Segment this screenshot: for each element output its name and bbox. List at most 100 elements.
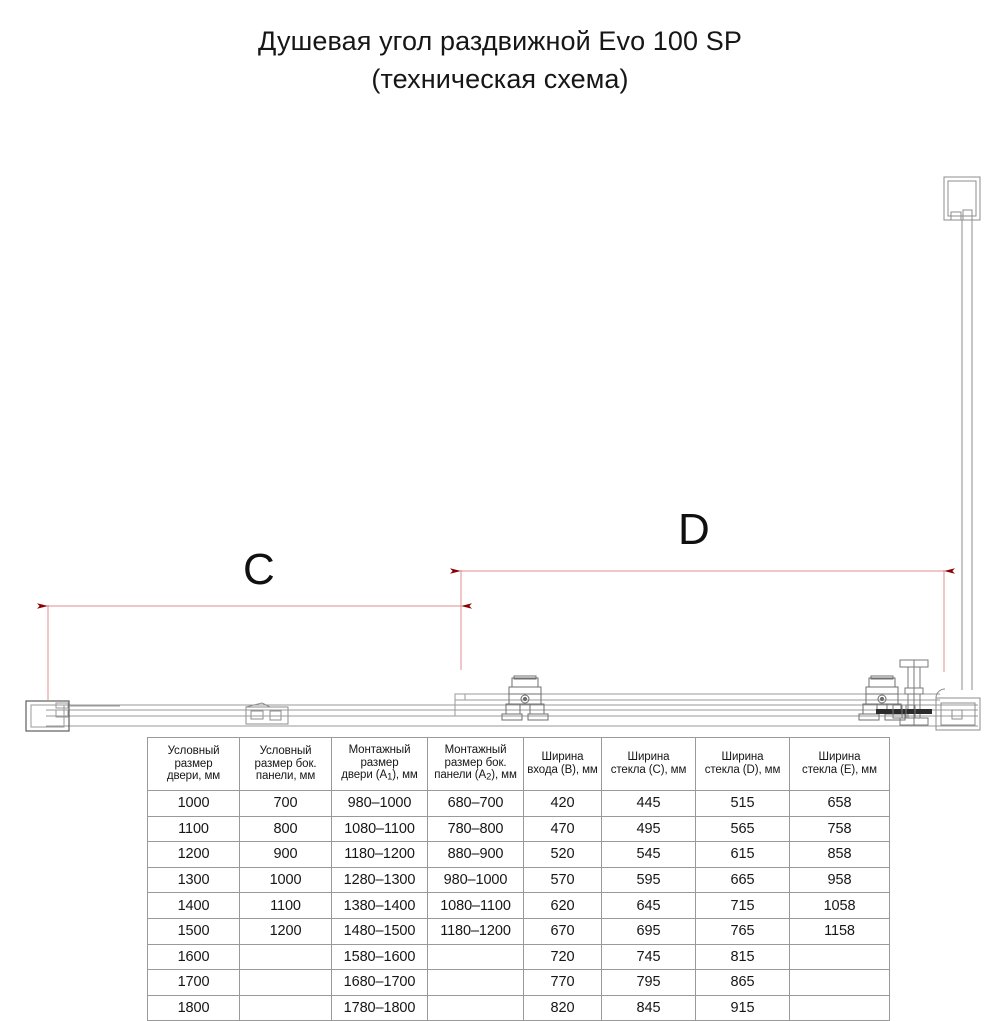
- right-end-profile: [935, 688, 981, 731]
- left-end-profile: [25, 700, 70, 732]
- track-step-joint: [120, 693, 500, 717]
- table-cell: 915: [695, 994, 790, 1021]
- table-cell: 658: [789, 790, 890, 817]
- table-cell: 545: [601, 841, 696, 868]
- table-cell: 700: [239, 790, 332, 817]
- table-cell: 858: [789, 841, 890, 868]
- table-cell: 615: [695, 841, 790, 868]
- table-cell: 900: [239, 841, 332, 868]
- table-cell: 565: [695, 815, 790, 843]
- table-cell: 1000: [239, 866, 332, 894]
- table-cell: 570: [523, 866, 602, 894]
- table-cell: 765: [695, 917, 790, 945]
- table-cell: 1000: [147, 790, 240, 817]
- table-cell: 495: [601, 815, 696, 843]
- table-cell: [239, 994, 332, 1021]
- table-row: 1500 1200 1480–1500 1180–1200 670 695 765 1158: [147, 917, 890, 945]
- table-cell: 665: [695, 866, 790, 894]
- table-cell: [789, 994, 890, 1021]
- table-cell: [427, 969, 524, 996]
- page-title-line-2: (техническая схема): [371, 64, 629, 94]
- table-cell: 420: [523, 790, 602, 817]
- table-cell: 958: [789, 866, 890, 894]
- table-cell: 815: [695, 943, 790, 971]
- dimension-label-c: C: [243, 545, 275, 594]
- table-cell: 1380–1400: [331, 892, 428, 919]
- table-cell: 770: [523, 969, 602, 996]
- table-row: 1800 1780–1800 820 845 915: [147, 994, 890, 1021]
- dimension-d: [450, 568, 955, 672]
- table-cell: 1680–1700: [331, 969, 428, 996]
- table-cell: 745: [601, 943, 696, 971]
- center-guide-detail: [245, 702, 289, 725]
- table-row: 1200 900 1180–1200 880–900 520 545 615 858: [147, 841, 890, 868]
- table-cell: 620: [523, 892, 602, 919]
- table-cell: 670: [523, 917, 602, 945]
- track-rail-assembly: [46, 693, 978, 727]
- table-cell: [789, 943, 890, 971]
- table-row: 1400 1100 1380–1400 1080–1100 620 645 715 1058: [147, 892, 890, 919]
- page-title-line-1: Душевая угол раздвижной Evo 100 SP: [258, 26, 742, 56]
- column-header-glass-width-d: Ширина стекла (D), мм: [695, 737, 790, 791]
- table-cell: 820: [523, 994, 602, 1021]
- table-cell: 1300: [147, 866, 240, 894]
- column-header-glass-width-e: Ширина стекла (E), мм: [789, 737, 890, 791]
- table-cell: [239, 969, 332, 996]
- table-cell: 515: [695, 790, 790, 817]
- table-cell: 1100: [239, 892, 332, 919]
- table-cell: 1200: [239, 917, 332, 945]
- table-cell: [427, 943, 524, 971]
- table-cell: 1600: [147, 943, 240, 971]
- table-cell: 1080–1100: [331, 815, 428, 843]
- table-cell: 1080–1100: [427, 892, 524, 919]
- table-row: 1600 1580–1600 720 745 815: [147, 943, 890, 971]
- table-cell: 1280–1300: [331, 866, 428, 894]
- table-cell: 720: [523, 943, 602, 971]
- table-cell: 1180–1200: [331, 841, 428, 868]
- table-cell: 1180–1200: [427, 917, 524, 945]
- specification-table: Условный размер двери, мм Условный разме…: [147, 737, 890, 1021]
- table-cell: 695: [601, 917, 696, 945]
- vertical-handle-bar: [899, 659, 929, 726]
- table-cell: 595: [601, 866, 696, 894]
- technical-drawing: C D: [25, 176, 981, 732]
- table-cell: 1800: [147, 994, 240, 1021]
- table-cell: 1480–1500: [331, 917, 428, 945]
- column-header-glass-width-c: Ширина стекла (C), мм: [601, 737, 696, 791]
- table-cell: 780–800: [427, 815, 524, 843]
- table-cell: 715: [695, 892, 790, 919]
- table-cell: 470: [523, 815, 602, 843]
- table-cell: 758: [789, 815, 890, 843]
- top-right-profile-detail: [943, 176, 981, 690]
- table-cell: 1580–1600: [331, 943, 428, 971]
- table-cell: 1400: [147, 892, 240, 919]
- table-cell: 865: [695, 969, 790, 996]
- dimension-label-d: D: [678, 505, 710, 554]
- column-header-nominal-door-size: Условный размер двери, мм: [147, 737, 240, 791]
- table-cell: 1058: [789, 892, 890, 919]
- table-cell: 800: [239, 815, 332, 843]
- table-cell: 980–1000: [427, 866, 524, 894]
- column-header-install-panel-size-a2: Монтажный размер бок. панели (A2), мм: [427, 737, 524, 791]
- dimension-c: [37, 603, 472, 700]
- table-row: 1700 1680–1700 770 795 865: [147, 969, 890, 996]
- left-end-profile-inner: [55, 702, 120, 718]
- table-cell: 880–900: [427, 841, 524, 868]
- table-cell: [239, 943, 332, 971]
- column-header-nominal-panel-size: Условный размер бок. панели, мм: [239, 737, 332, 791]
- table-body: 1000 700 980–1000 680–700 420 445 515 658 1100 80…: [147, 790, 890, 1021]
- table-cell: 445: [601, 790, 696, 817]
- table-cell: 795: [601, 969, 696, 996]
- column-header-install-door-size-a1: Монтажный размер двери (A1), мм: [331, 737, 428, 791]
- table-cell: 1100: [147, 815, 240, 843]
- table-cell: 680–700: [427, 790, 524, 817]
- table-cell: 1500: [147, 917, 240, 945]
- drawing-canvas: [25, 176, 981, 732]
- table-cell: 645: [601, 892, 696, 919]
- table-header-row: Условный размер двери, мм Условный разме…: [147, 737, 890, 791]
- table-cell: [427, 994, 524, 1021]
- table-row: 1100 800 1080–1100 780–800 470 495 565 758: [147, 815, 890, 843]
- page-title: Душевая угол раздвижной Evo 100 SP (техн…: [0, 22, 1000, 98]
- horizontal-connector-bar: [876, 704, 932, 719]
- column-header-entrance-width-b: Ширина входа (B), мм: [523, 737, 602, 791]
